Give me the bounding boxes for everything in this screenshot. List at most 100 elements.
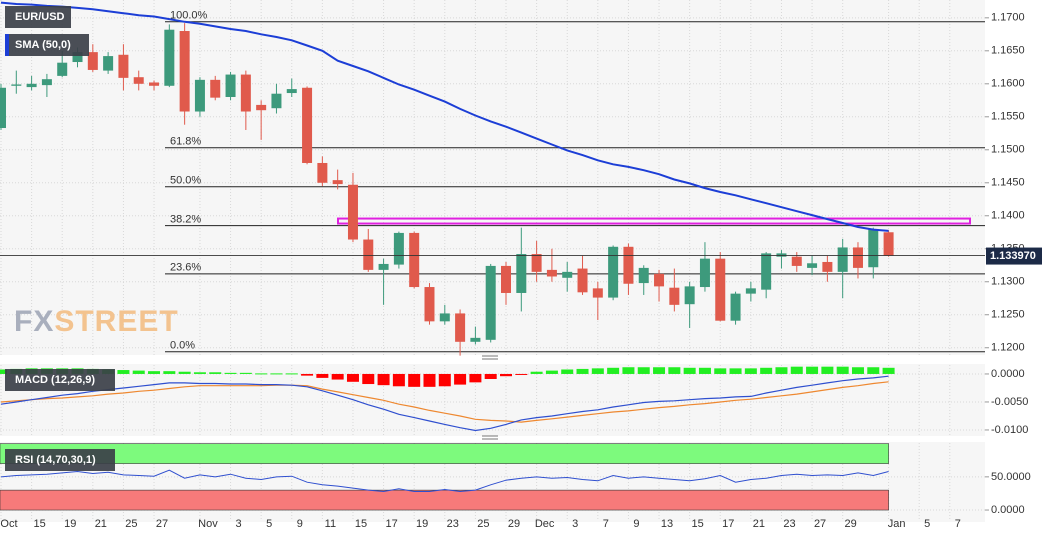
histogram-bar	[301, 373, 314, 376]
histogram-bar	[408, 373, 421, 387]
fib-label: 0.0%	[170, 340, 195, 352]
layer: Oct 15 19 21 25 27 Nov 3 5 9 11 15 17 19 23 25 29 Dec 3 7 9 1…	[0, 0, 1042, 530]
candle-body	[378, 263, 389, 270]
candle-body	[623, 246, 634, 284]
y-tick-label: 1.1300	[991, 276, 1025, 288]
resistance-line	[337, 217, 971, 225]
legend-swatch	[5, 34, 9, 56]
x-tick-label: 29	[845, 518, 857, 530]
histogram-bar	[867, 367, 880, 374]
y-tick-label: 50.0000	[991, 471, 1031, 483]
candle-body	[776, 253, 787, 257]
histogram-bar	[469, 373, 482, 383]
histogram-bar	[255, 373, 268, 375]
panel-handle[interactable]	[482, 355, 498, 440]
candle-body	[470, 337, 481, 342]
histogram-bar	[668, 367, 681, 374]
histogram-bar	[438, 373, 451, 387]
histogram-bar	[836, 366, 849, 374]
x-tick-label: 17	[385, 518, 397, 530]
candle-body	[516, 254, 527, 293]
x-tick-label: 21	[95, 518, 107, 530]
candle-body	[332, 180, 343, 185]
legend-box	[5, 6, 71, 28]
x-tick-label: Dec	[535, 518, 555, 530]
candle-body	[409, 232, 420, 288]
candle-body	[317, 162, 328, 183]
rsi-line	[0, 469, 889, 493]
candle-body	[592, 288, 603, 298]
candle-body	[699, 258, 710, 288]
x-tick-label: 21	[753, 518, 765, 530]
x-tick-label: 25	[477, 518, 489, 530]
histogram-bar	[790, 366, 803, 374]
candle-body	[562, 271, 573, 278]
candle-body	[837, 247, 848, 272]
rsi-band	[0, 443, 889, 464]
histogram-bar	[178, 371, 191, 374]
candle-body	[11, 84, 22, 86]
histogram-bar	[851, 367, 864, 374]
x-tick-label: 23	[447, 518, 459, 530]
x-tick-label: 25	[125, 518, 137, 530]
y-tick-label: 1.1700	[991, 12, 1025, 24]
histogram-bar	[224, 372, 237, 374]
histogram-bar	[270, 373, 283, 375]
y-tick-label: 0.0000	[991, 368, 1025, 380]
histogram-bar	[637, 367, 650, 374]
candle-body	[347, 184, 358, 240]
x-tick-label: 5	[924, 518, 930, 530]
candle-body	[501, 265, 512, 293]
histogram-bar	[423, 373, 436, 387]
fib-label: 61.8%	[170, 136, 201, 148]
candle-body	[715, 258, 726, 321]
x-tick-label: Nov	[198, 518, 218, 530]
y-tick-label: 1.1550	[991, 111, 1025, 123]
candle-body	[393, 232, 404, 265]
histogram-bar	[576, 368, 589, 374]
histogram-bar	[239, 372, 252, 374]
fib-label: 38.2%	[170, 214, 201, 226]
candle-body	[868, 228, 879, 268]
candle-body	[791, 256, 802, 266]
x-tick-label: 3	[235, 518, 241, 530]
candle-body	[669, 287, 680, 305]
candle-body	[271, 93, 282, 109]
histogram-bar	[346, 373, 359, 382]
candle-body	[240, 74, 251, 112]
watermark-part: FX	[14, 305, 54, 338]
histogram-bar	[500, 373, 513, 377]
candle-body	[761, 253, 772, 290]
legend-box	[5, 449, 115, 471]
histogram-bar	[607, 367, 620, 374]
fib-label: 50.0%	[170, 175, 201, 187]
x-tick-label: Jan	[888, 518, 906, 530]
x-tick-label: 19	[64, 518, 76, 530]
candle-body	[256, 104, 267, 111]
candle-body	[424, 287, 435, 322]
y-tick-label: 1.1600	[991, 78, 1025, 90]
candle-body	[149, 82, 160, 86]
histogram-bar	[530, 371, 543, 374]
x-tick-label: 23	[783, 518, 795, 530]
histogram-bar	[285, 373, 298, 375]
candle-body	[133, 77, 144, 84]
candle-body	[730, 293, 741, 321]
histogram-bar	[163, 371, 176, 374]
y-tick-label: 1.1250	[991, 309, 1025, 321]
x-tick-label: 3	[572, 518, 578, 530]
symbol: EUR/USD	[15, 11, 65, 23]
candle-body	[103, 56, 114, 71]
candle-body	[194, 79, 205, 112]
macd-line	[0, 375, 889, 432]
x-tick-label: 9	[633, 518, 639, 530]
candle-body	[57, 62, 68, 76]
histogram-bar	[132, 370, 145, 374]
histogram-bar	[806, 366, 819, 374]
candle-body	[638, 267, 649, 284]
candle-body	[225, 74, 236, 97]
x-tick-label: 11	[325, 518, 336, 530]
candle-body	[485, 265, 496, 340]
histogram-bar	[515, 373, 528, 375]
sma-label: SMA (50,0)	[15, 39, 71, 51]
